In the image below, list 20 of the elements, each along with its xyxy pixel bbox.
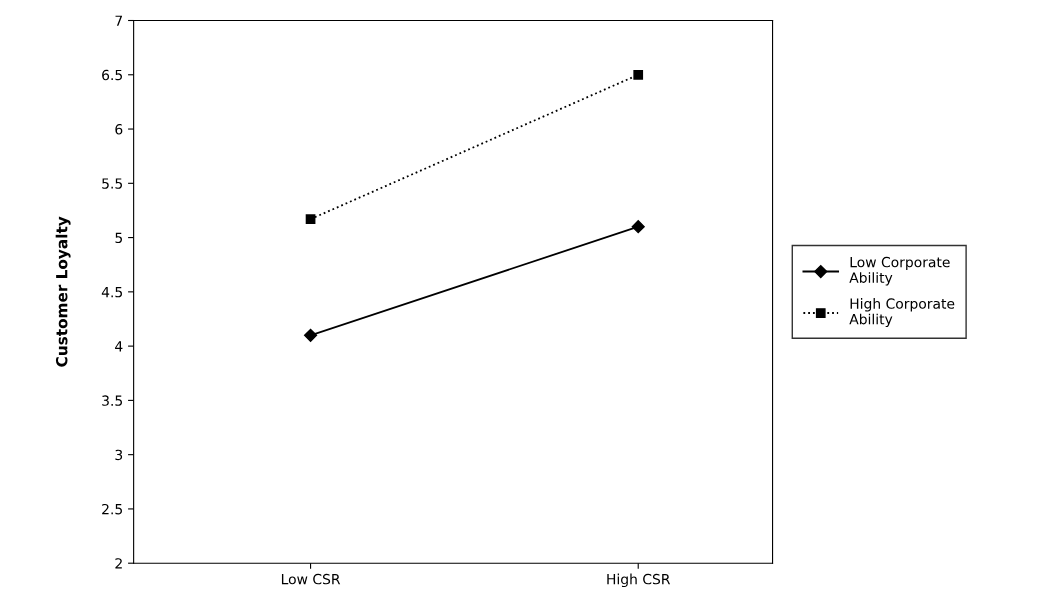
y-tick-label: 4	[115, 341, 123, 352]
legend-label: Low Corporate Ability	[849, 256, 950, 286]
x-tick-label: Low CSR	[281, 573, 341, 585]
y-axis-title: Customer Loyalty	[55, 216, 71, 367]
point	[633, 69, 644, 80]
y-tick-label: 6	[115, 124, 123, 135]
legend-label: High Corporate Ability	[849, 298, 955, 328]
point	[631, 220, 645, 234]
x-tick-label: High CSR	[607, 573, 671, 588]
y-tick-label: 3	[115, 449, 123, 461]
y-tick-label: 5.5	[102, 178, 122, 189]
y-tick-label: 2	[115, 558, 122, 569]
y-tick-label: 4.5	[101, 287, 122, 298]
point	[303, 328, 318, 342]
point	[305, 214, 316, 224]
y-tick-label: 2.5	[102, 503, 122, 515]
y-tick-label: 5	[115, 232, 122, 244]
y-tick-label: 7	[115, 15, 123, 26]
y-tick-label: 6.5	[102, 69, 122, 81]
y-tick-label: 3.5	[102, 395, 122, 406]
